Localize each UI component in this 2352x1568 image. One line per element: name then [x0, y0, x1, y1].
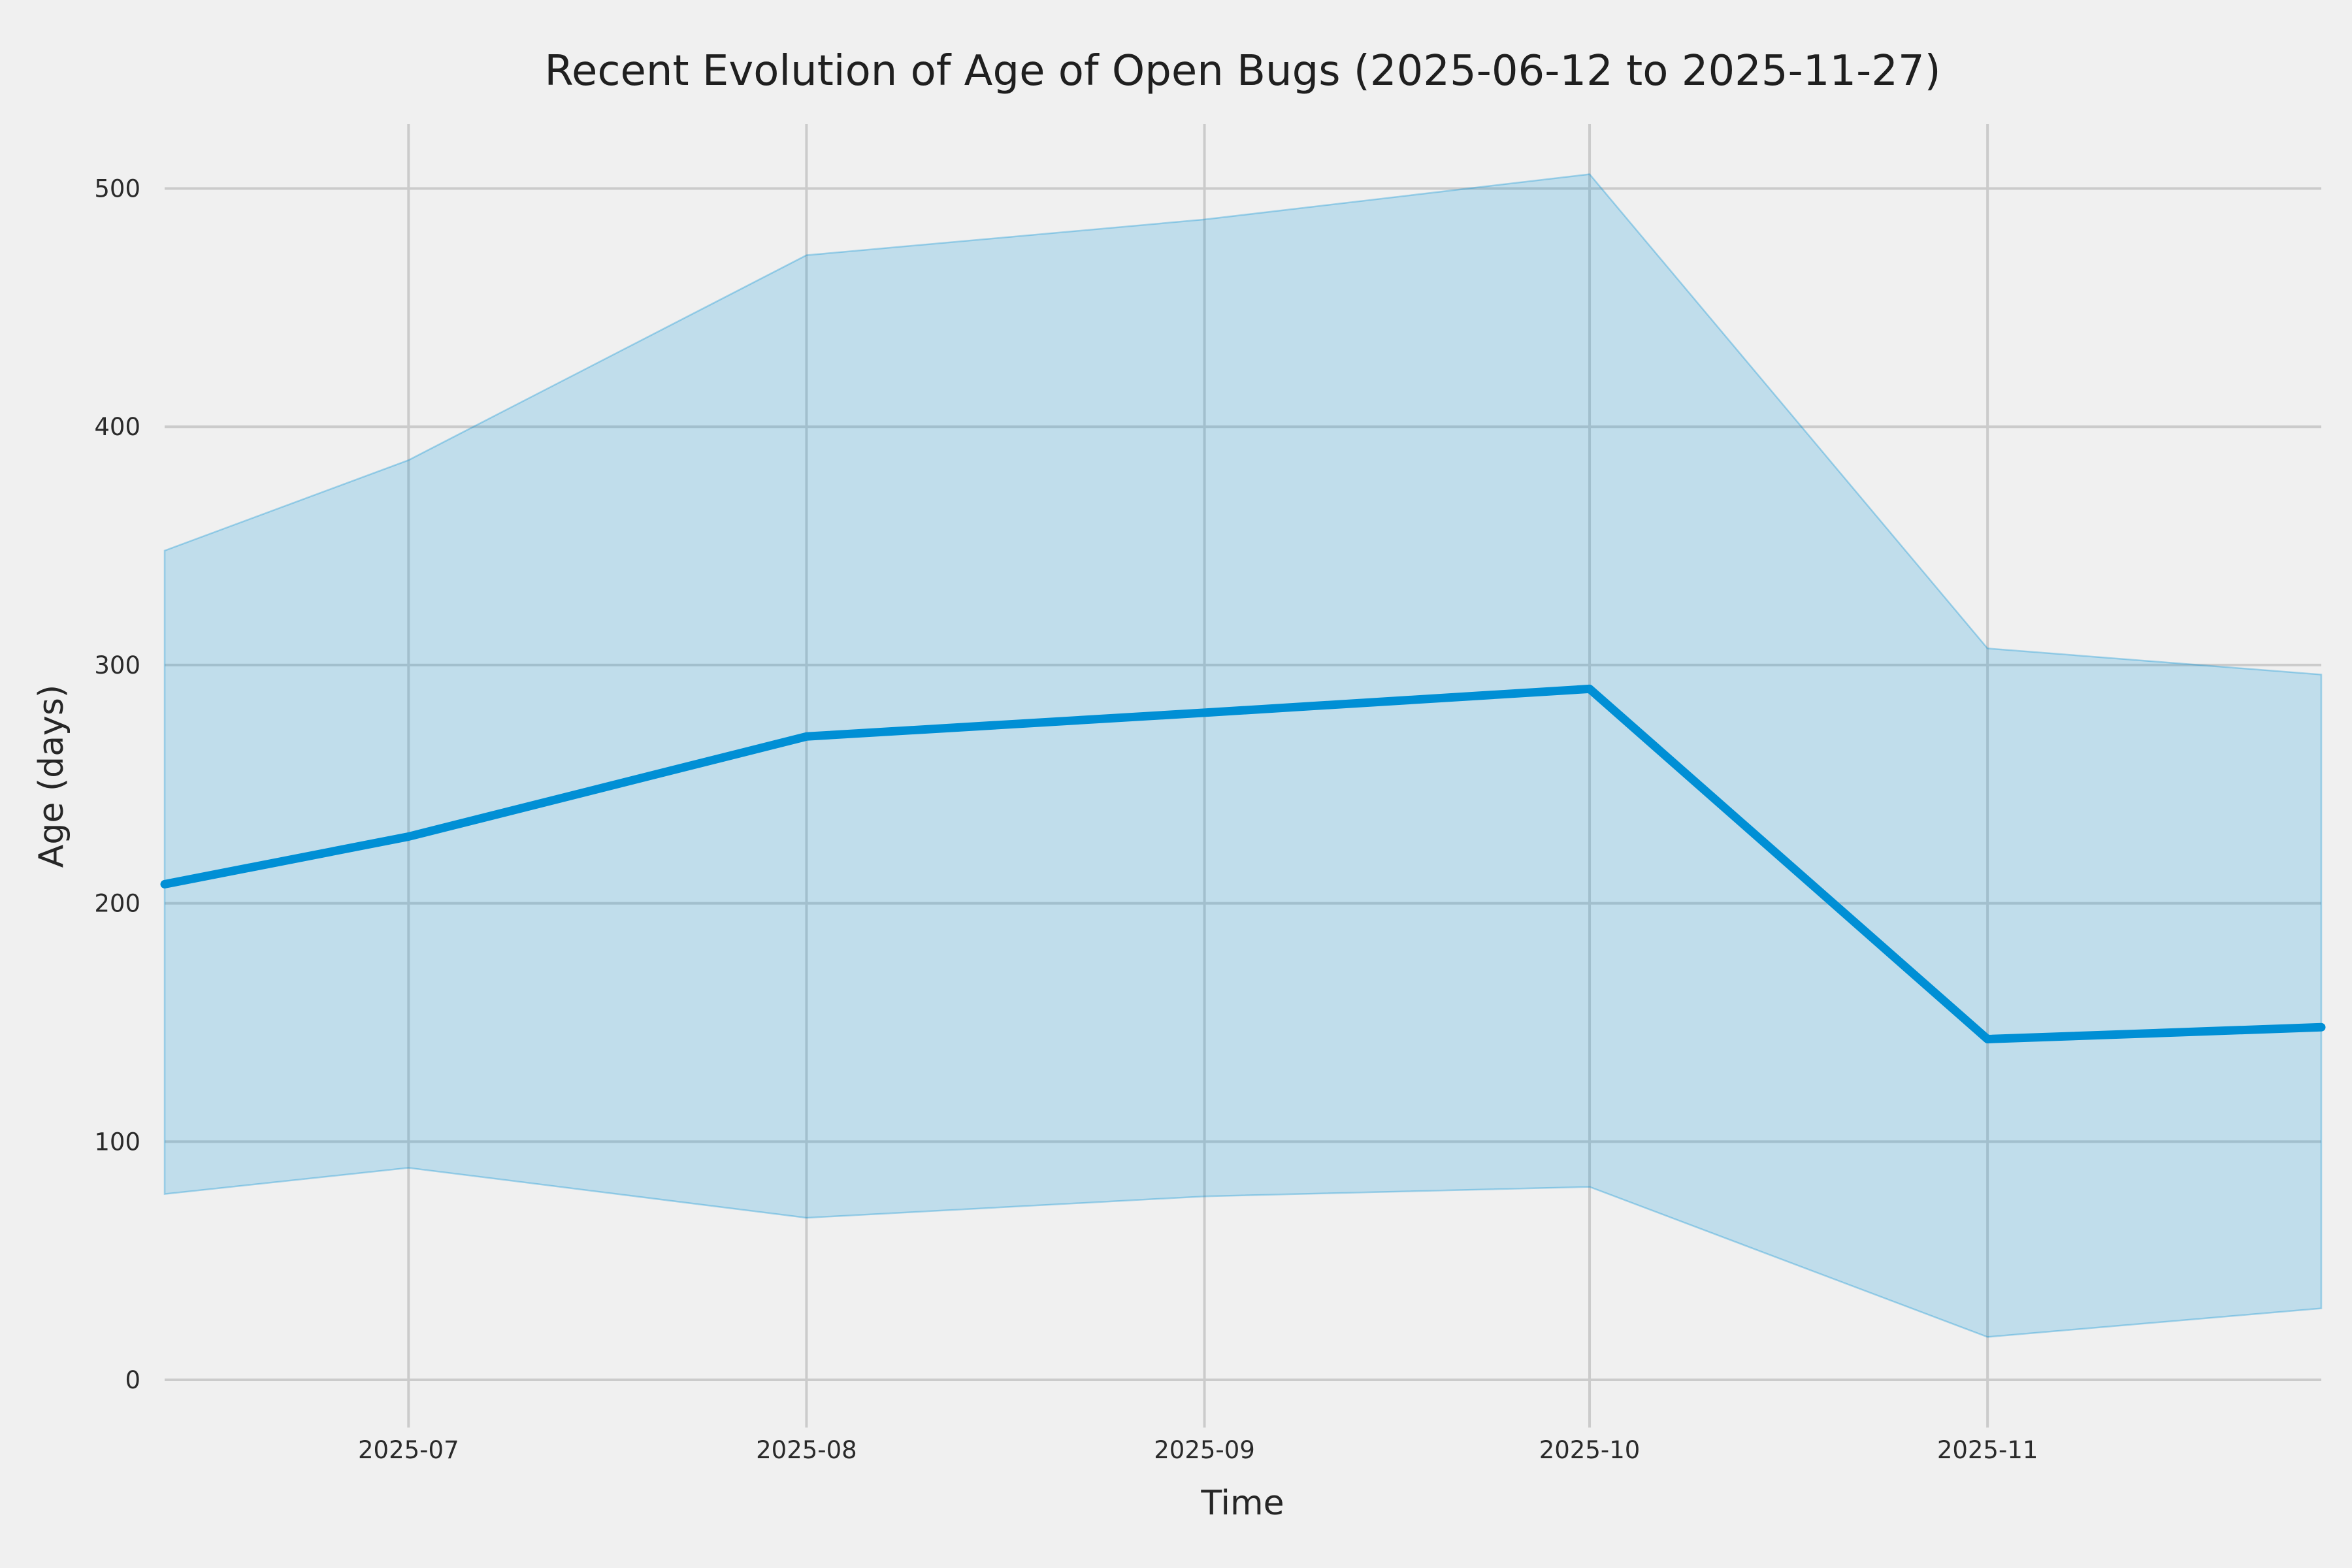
y-tick-label-500: 500: [94, 174, 140, 203]
x-tick-label-2025-07: 2025-07: [358, 1436, 459, 1464]
y-tick-labels: 0 100 200 300 400 500: [94, 174, 140, 1394]
y-axis-label: Age (days): [32, 685, 71, 868]
gridlines: [165, 124, 2321, 1428]
minmax-band-area: [163, 173, 2323, 1338]
x-tick-label-2025-10: 2025-10: [1539, 1436, 1641, 1464]
y-tick-label-200: 200: [94, 890, 140, 918]
x-tick-label-2025-08: 2025-08: [756, 1436, 857, 1464]
x-axis-label: Time: [1200, 1484, 1284, 1523]
x-tick-labels: 2025-07 2025-08 2025-09 2025-10 2025-11: [358, 1436, 2038, 1464]
median-line: [160, 684, 2326, 1043]
y-tick-label-0: 0: [125, 1366, 140, 1394]
y-tick-label-100: 100: [94, 1128, 140, 1156]
y-tick-label-300: 300: [94, 651, 140, 679]
x-tick-label-2025-09: 2025-09: [1154, 1436, 1255, 1464]
median-age-line: [160, 684, 2326, 1043]
minmax-band: [163, 173, 2323, 1338]
x-tick-label-2025-11: 2025-11: [1937, 1436, 2038, 1464]
chart-title: Recent Evolution of Age of Open Bugs (20…: [544, 47, 1940, 95]
y-tick-label-400: 400: [94, 413, 140, 441]
